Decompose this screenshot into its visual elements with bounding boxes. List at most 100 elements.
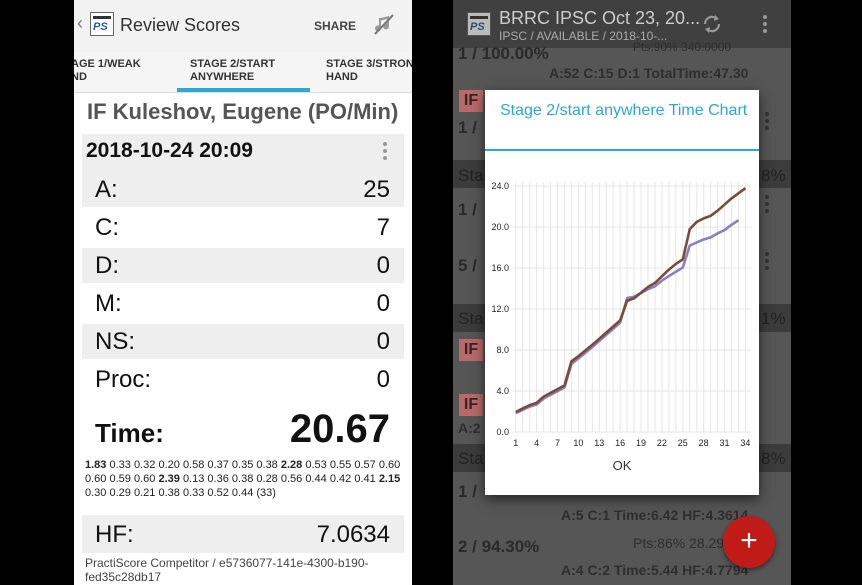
score-value: 7 [376,214,390,241]
y-tick-label: 0.0 [496,427,509,437]
app-bar: ‹ PS Review Scores SHARE [74,0,412,52]
score-row: M: 0 [82,286,404,321]
split-time: 0.60 [85,473,107,485]
split-time: 0.20 [158,459,180,471]
series-line-2 [515,187,747,414]
row-menu-icon[interactable] [765,252,769,273]
bg-stage: Sta [458,166,484,185]
left-screen: ‹ PS Review Scores SHARE AGE 1/WEAK ND S… [74,0,412,585]
bg-points: Pts:86% 28.29 [633,535,725,551]
active-tab-indicator [177,88,310,92]
bg-points: Pts:90% 340.0000 [633,40,732,54]
score-label: A: [95,176,118,203]
split-time: 0.35 [231,459,254,471]
score-row: Proc: 0 [82,362,404,397]
share-button[interactable]: SHARE [314,19,357,33]
row-menu-icon[interactable] [765,112,769,133]
ok-button[interactable]: OK [612,458,632,473]
bg-pct: 8% [761,166,786,185]
x-tick-label: 16 [615,438,625,448]
split-time: 1.83 [85,459,107,471]
time-chart-dialog: Stage 2/start anywhere Time Chart 0.0 4.0… [485,90,759,495]
split-time: 0.33 [109,459,131,471]
match-app-bar: PS BRRC IPSC Oct 23, 20... IPSC / AVAILA… [453,0,791,48]
split-count: (33) [256,487,276,499]
split-time: 0.44 [231,487,254,499]
x-tick-label: 19 [636,438,646,448]
time-value: 20.67 [289,407,390,451]
bg-summary: A:5 C:1 Time:6.42 HF:4.3614 [561,507,749,523]
x-tick-label: 25 [678,438,688,448]
split-time: 0.38 [158,487,180,499]
score-value: 0 [376,290,390,317]
tab-stage-2[interactable]: STAGE 2/START ANYWHERE [190,58,276,83]
division-tag: IF [459,339,483,361]
practiscore-logo-icon: PS [467,12,491,36]
overflow-menu-icon[interactable] [763,15,767,36]
x-tick-label: 34 [740,438,750,448]
split-time: 0.37 [207,459,229,471]
split-time: 2.15 [378,473,401,485]
split-time: 0.55 [329,459,352,471]
split-time: 0.13 [182,473,205,485]
sync-icon[interactable] [701,13,723,35]
y-tick-label: 16.0 [491,263,509,273]
hit-factor-row: HF: 7.0634 [82,515,404,553]
split-time: 0.41 [354,473,376,485]
y-tick-label: 8.0 [496,345,509,355]
score-datetime: 2018-10-24 20:09 [86,139,253,162]
back-button[interactable]: ‹ [77,13,83,33]
bg-rank: 1 / [458,482,477,501]
more-options-icon[interactable] [383,142,387,163]
score-value: 0 [376,252,390,279]
division-tag: IF [459,90,483,112]
division-tag: IF [459,394,483,416]
y-tick-label: 24.0 [491,181,509,191]
score-label: C: [95,214,119,241]
score-value: 25 [363,176,390,203]
page-title: Review Scores [120,15,241,35]
score-row: NS: 0 [82,324,404,359]
split-time: 0.33 [182,487,205,499]
stage-tabs: AGE 1/WEAK ND STAGE 2/START ANYWHERE STA… [74,52,412,93]
time-chart: 0.0 4.0 8.0 12.0 16.0 20.0 24.0 1 4 7 10 13 16 19 22 25… [491,181,751,448]
split-time: 0.58 [182,459,205,471]
bg-rank: 1 / [458,200,477,219]
split-time: 0.52 [207,487,229,499]
bg-stage: Sta [458,449,484,468]
add-fab-button[interactable]: + [723,516,775,568]
x-tick-label: 13 [594,438,604,448]
score-row: C: 7 [82,210,404,245]
split-time: 0.21 [133,487,156,499]
x-tick-label: 1 [513,438,518,448]
y-tick-label: 12.0 [491,304,509,314]
bg-summary: A:52 C:15 D:1 TotalTime:47.30 [549,65,749,81]
split-time: 2.28 [280,459,303,471]
x-tick-label: 7 [555,438,560,448]
y-tick-label: 4.0 [496,386,509,396]
bg-pct: 1% [761,309,786,328]
y-tick-label: 20.0 [491,222,509,232]
bg-rank: 5 / [458,256,477,275]
hf-label: HF: [95,521,134,548]
bg-rank: 1 / [458,118,477,137]
score-row: A: 25 [82,172,404,207]
competitor-id: PractiScore Competitor / e5736077-141e-4… [85,556,369,584]
split-time: 0.38 [231,473,254,485]
row-menu-icon[interactable] [765,195,769,216]
split-time: 0.59 [109,473,131,485]
split-time: 2.39 [158,473,180,485]
split-time: 0.42 [329,473,352,485]
tab-stage-3[interactable]: STAGE 3/STRONG HAND [326,58,412,83]
split-time: 0.57 [354,459,376,471]
score-label: M: [95,290,122,317]
hf-value: 7.0634 [316,521,390,548]
tab-stage-1[interactable]: AGE 1/WEAK ND [74,58,141,83]
split-time: 0.28 [256,473,278,485]
x-tick-label: 31 [720,438,730,448]
split-time: 0.53 [305,459,327,471]
mute-icon[interactable] [371,12,397,38]
x-tick-label: 10 [573,438,583,448]
score-label: D: [95,252,119,279]
score-value: 0 [376,366,390,393]
